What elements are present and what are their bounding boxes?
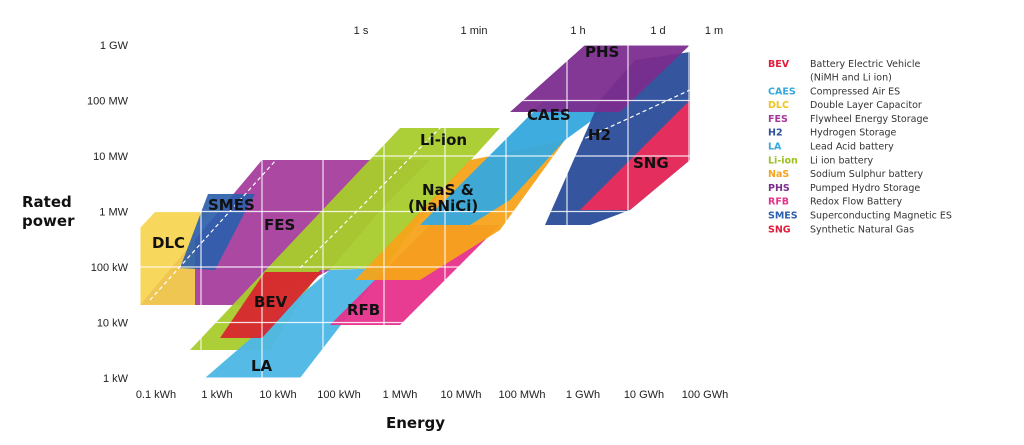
y-tick-label: 10 MW (93, 151, 128, 163)
y-tick-label: 1 kW (103, 373, 129, 385)
label-sng: SNG (633, 154, 669, 172)
x-tick-label: 10 MWh (441, 389, 482, 401)
legend: BEV Battery Electric Vehicle (NiMH and Li … (768, 59, 952, 235)
x-tick-label: 100 kWh (317, 389, 360, 401)
legend-desc: Compressed Air ES (810, 86, 900, 97)
region-labels: PHS CAES H2 SNG Li-ion NaS & (NaNiCi) SM… (152, 43, 669, 375)
label-h2: H2 (588, 126, 611, 144)
time-diagonal (299, 97, 471, 269)
x-tick-label: 0.1 kWh (136, 389, 176, 401)
time-tick-label: 1 s (354, 25, 369, 37)
legend-abbr: DLC (768, 100, 789, 111)
x-axis-title: Energy (386, 414, 445, 432)
legend-desc: Flywheel Energy Storage (810, 114, 928, 125)
legend-abbr: NaS (768, 169, 789, 180)
legend-abbr: PHS (768, 183, 790, 194)
time-diagonal (149, 149, 286, 301)
y-tick-label: 10 kW (97, 318, 129, 330)
legend-desc: Hydrogen Storage (810, 128, 897, 139)
legend-abbr: FES (768, 114, 788, 125)
label-li-ion: Li-ion (420, 131, 467, 149)
label-phs: PHS (585, 43, 619, 61)
technology-regions (140, 45, 690, 378)
label-caes: CAES (527, 106, 571, 124)
y-axis-title-line1: Rated (22, 193, 72, 211)
legend-abbr: LA (768, 142, 782, 153)
legend-abbr: Li-ion (768, 155, 798, 166)
legend-desc: Double Layer Capacitor (810, 100, 922, 111)
region-caes (420, 100, 620, 225)
time-ticks: 1 s 1 min 1 h 1 d 1 m (354, 25, 724, 37)
region-phs (510, 45, 690, 112)
time-diagonals (149, 89, 691, 301)
legend-desc: Synthetic Natural Gas (810, 224, 914, 235)
legend-desc: Lead Acid battery (810, 142, 894, 153)
x-tick-label: 100 GWh (682, 389, 728, 401)
grid (139, 44, 690, 379)
x-tick-label: 1 MWh (383, 389, 418, 401)
legend-desc: Redox Flow Battery (810, 197, 902, 208)
legend-desc: Sodium Sulphur battery (810, 169, 924, 180)
time-tick-label: 1 h (570, 25, 585, 37)
x-tick-label: 10 kWh (259, 389, 296, 401)
x-tick-label: 100 MWh (498, 389, 545, 401)
region-bev (220, 272, 322, 338)
label-la: LA (251, 357, 273, 375)
x-tick-label: 10 GWh (624, 389, 664, 401)
y-tick-label: 1 MW (99, 207, 128, 219)
label-dlc: DLC (152, 234, 185, 252)
legend-desc: Battery Electric Vehicle (810, 59, 921, 70)
y-axis-title-line2: power (22, 212, 75, 230)
legend-abbr: BEV (768, 59, 790, 70)
legend-abbr: SMES (768, 211, 798, 222)
y-axis-ticks: 1 kW 10 kW 100 kW 1 MW 10 MW 100 MW 1 GW (87, 40, 129, 385)
time-tick-label: 1 min (461, 25, 488, 37)
legend-desc: Superconducting Magnetic ES (810, 211, 952, 222)
time-diagonal (559, 89, 691, 151)
legend-desc: Pumped Hydro Storage (810, 183, 920, 194)
legend-desc: Li ion battery (810, 155, 873, 166)
legend-abbr: SNG (768, 224, 791, 235)
region-sng (580, 100, 690, 210)
y-tick-label: 1 GW (100, 40, 129, 52)
label-smes: SMES (208, 196, 255, 214)
x-tick-label: 1 GWh (566, 389, 600, 401)
y-tick-label: 100 MW (87, 96, 129, 108)
y-tick-label: 100 kW (91, 262, 129, 274)
x-tick-label: 1 kWh (201, 389, 232, 401)
region-smes (180, 194, 255, 270)
time-tick-label: 1 m (705, 25, 723, 37)
label-fes: FES (264, 216, 295, 234)
legend-abbr: H2 (768, 128, 783, 139)
x-axis-ticks: 0.1 kWh 1 kWh 10 kWh 100 kWh 1 MWh 10 MWh 100 … (136, 389, 728, 401)
label-nas-line2: (NaNiCi) (408, 197, 478, 215)
time-tick-label: 1 d (650, 25, 665, 37)
label-bev: BEV (254, 293, 288, 311)
label-nas-line1: NaS & (422, 181, 474, 199)
legend-abbr: RFB (768, 197, 789, 208)
legend-desc-cont: (NiMH and Li ion) (810, 73, 892, 84)
label-rfb: RFB (347, 301, 380, 319)
legend-abbr: CAES (768, 86, 796, 97)
